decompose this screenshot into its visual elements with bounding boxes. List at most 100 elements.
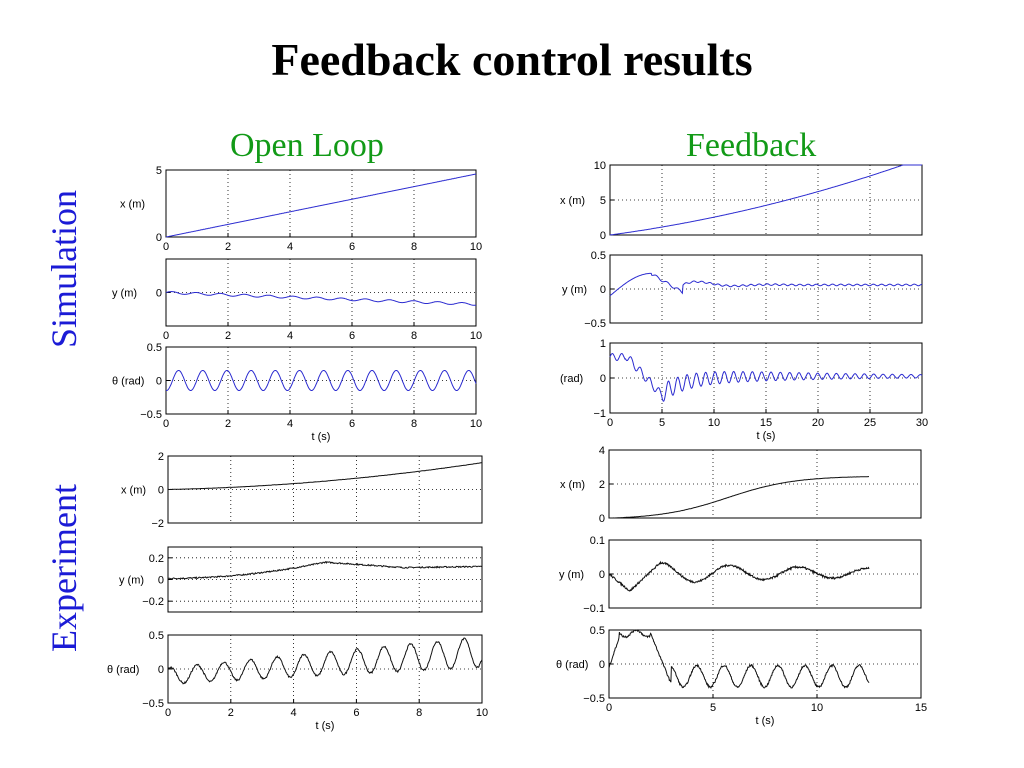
y-tick-label: 0.5	[591, 250, 606, 262]
y-axis-label: (rad)	[560, 373, 583, 385]
y-tick-label: 0	[156, 376, 162, 388]
plot-fb-exp-y: 0.1 0 −0.1 y (m)	[559, 535, 922, 615]
x-tick-label: 10	[708, 417, 720, 429]
series-line	[165, 290, 476, 306]
y-tick-label: −0.5	[584, 318, 606, 330]
y-tick-label: 2	[599, 479, 605, 491]
x-tick-label: 20	[812, 417, 824, 429]
x-tick-label: 2	[228, 707, 234, 719]
series-line	[608, 629, 870, 689]
column-header-feedback: Feedback	[686, 127, 817, 164]
series-line	[168, 560, 483, 580]
y-tick-label: 0	[156, 232, 162, 244]
x-tick-label: 6	[349, 418, 355, 430]
y-axis-label: y (m)	[119, 575, 144, 587]
x-tick-label: 5	[659, 417, 665, 429]
y-tick-label: −0.5	[583, 693, 605, 705]
axes-frame	[165, 169, 477, 238]
x-axis-label: t (s)	[756, 715, 775, 727]
series-line	[609, 164, 922, 236]
x-tick-label: 0	[606, 702, 612, 714]
x-tick-label: 2	[225, 418, 231, 430]
x-axis-label: t (s)	[316, 720, 335, 732]
series-line	[165, 173, 477, 238]
plot-ol-sim-theta: 0.50−0.50 2 4 6 8 10θ (rad)t (s)	[112, 342, 482, 443]
column-header-open-loop: Open Loop	[230, 127, 384, 164]
y-tick-label: −0.5	[142, 698, 164, 710]
x-tick-label: 8	[416, 707, 422, 719]
plot-fb-sim-x: 10 5 0 x (m)	[560, 160, 923, 242]
y-axis-label: y (m)	[562, 284, 587, 296]
series-line	[167, 637, 483, 685]
y-tick-label: 4	[599, 445, 605, 457]
plot-ol-sim-y: 0 0 2 4 6 8 10 y (m)	[112, 258, 482, 342]
x-tick-label: 10	[470, 330, 482, 342]
x-tick-label: 0	[607, 417, 613, 429]
y-tick-label: 0	[158, 485, 164, 497]
x-tick-label: 6	[349, 241, 355, 253]
y-tick-label: 0	[599, 513, 605, 525]
y-tick-label: 0.5	[147, 342, 162, 354]
series-line	[609, 272, 923, 297]
series-line	[609, 476, 869, 519]
x-tick-label: 0	[165, 707, 171, 719]
plot-fb-sim-theta: 10−10 5 10 15 20 25 30(rad)t (s)	[560, 338, 928, 442]
y-axis-label: y (m)	[112, 288, 137, 300]
series-line	[609, 352, 923, 402]
x-tick-label: 2	[225, 241, 231, 253]
y-axis-label: θ (rad)	[112, 376, 144, 388]
x-tick-label: 5	[710, 702, 716, 714]
y-axis-label: x (m)	[560, 479, 585, 491]
plot-ol-exp-x: 2 0 −2 x (m)	[121, 451, 483, 530]
y-tick-label: 0	[156, 288, 162, 300]
y-axis-label: θ (rad)	[556, 659, 588, 671]
x-tick-label: 4	[287, 241, 293, 253]
x-axis-label: t (s)	[757, 430, 776, 442]
x-tick-label: 15	[915, 702, 927, 714]
x-tick-label: 6	[349, 330, 355, 342]
y-tick-label: 0	[158, 575, 164, 587]
y-tick-label: −1	[593, 408, 606, 420]
y-axis-label: x (m)	[121, 485, 146, 497]
y-tick-label: 1	[600, 338, 606, 350]
y-axis-label: x (m)	[120, 199, 145, 211]
x-tick-label: 2	[225, 330, 231, 342]
y-tick-label: 2	[158, 451, 164, 463]
x-tick-label: 0	[163, 418, 169, 430]
x-tick-label: 4	[287, 330, 293, 342]
y-tick-label: 0	[599, 569, 605, 581]
x-tick-label: 30	[916, 417, 928, 429]
y-axis-label: y (m)	[559, 569, 584, 581]
x-tick-label: 25	[864, 417, 876, 429]
x-tick-label: 10	[470, 418, 482, 430]
plot-fb-sim-y: 0.5 0 −0.5 y (m)	[562, 250, 923, 330]
y-tick-label: 0.5	[590, 625, 605, 637]
y-axis-label: θ (rad)	[107, 664, 139, 676]
y-tick-label: 10	[594, 160, 606, 172]
y-tick-label: 0.2	[149, 553, 164, 565]
plot-ol-sim-x: 0 5 0 2 4 6 8 10 x (m)	[120, 165, 482, 253]
plot-ol-exp-y: 0.2 0 −0.2 y (m)	[119, 546, 483, 613]
y-tick-label: −0.5	[140, 409, 162, 421]
y-tick-label: 0	[599, 659, 605, 671]
y-tick-label: 0.1	[590, 535, 605, 547]
x-tick-label: 6	[353, 707, 359, 719]
y-tick-label: 0	[600, 230, 606, 242]
x-axis-label: t (s)	[312, 431, 331, 443]
y-tick-label: 0	[158, 664, 164, 676]
x-tick-label: 8	[411, 418, 417, 430]
y-tick-label: −0.2	[142, 596, 164, 608]
x-tick-label: 10	[470, 241, 482, 253]
slide-title: Feedback control results	[271, 34, 753, 85]
y-axis-label: x (m)	[560, 195, 585, 207]
x-tick-label: 8	[411, 241, 417, 253]
x-tick-label: 4	[287, 418, 293, 430]
axes-frame	[165, 346, 477, 415]
x-tick-label: 8	[411, 330, 417, 342]
x-tick-label: 4	[291, 707, 297, 719]
series-line	[167, 462, 483, 491]
x-tick-label: 15	[760, 417, 772, 429]
y-tick-label: 5	[156, 165, 162, 177]
axes-frame	[165, 258, 477, 327]
